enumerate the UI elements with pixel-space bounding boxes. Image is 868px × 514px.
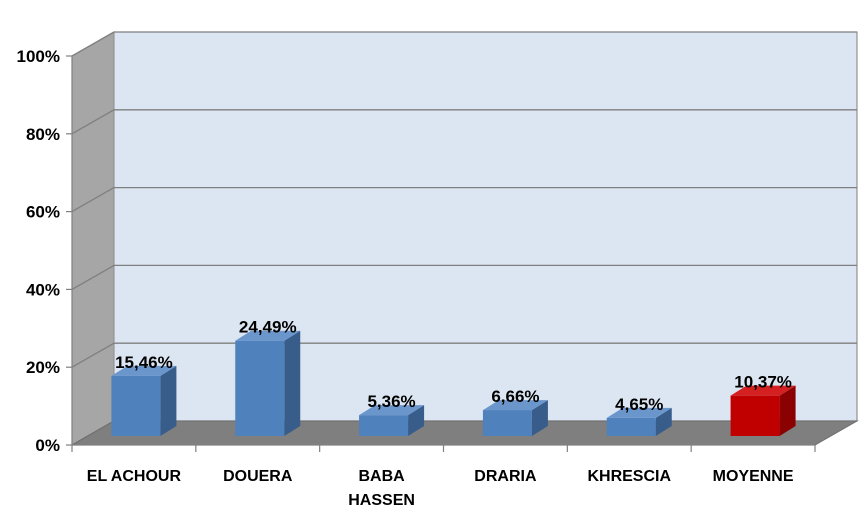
bar-side [160, 365, 177, 436]
bar [111, 365, 177, 436]
data-label: 4,65% [615, 395, 663, 414]
bar-front [482, 410, 532, 436]
bar-top [730, 385, 796, 396]
bar [730, 385, 796, 436]
side-wall [71, 31, 115, 446]
x-tick-label: MOYENNE [713, 468, 794, 485]
bar-top [359, 405, 425, 416]
bar-front [111, 375, 161, 436]
bar-front [235, 340, 285, 436]
bar-front [730, 395, 780, 436]
data-label: 24,49% [239, 318, 297, 337]
bar-side [408, 405, 425, 436]
x-tick-label: KHRESCIA [587, 468, 671, 485]
bar-top [235, 330, 301, 341]
y-tick-label: 100% [17, 47, 60, 66]
gridline-side [71, 109, 115, 135]
gridline-side [71, 264, 115, 290]
data-label: 10,37% [734, 373, 792, 392]
data-label: 5,36% [367, 392, 415, 411]
bar-side [655, 407, 672, 436]
bar [359, 405, 425, 436]
bars [111, 330, 796, 436]
bar-front [359, 415, 409, 436]
bar [235, 330, 301, 436]
bar-top [482, 400, 548, 411]
data-label: 15,46% [115, 353, 173, 372]
x-tick-label: EL ACHOUR [87, 468, 182, 485]
y-tick-label: 60% [26, 203, 60, 222]
x-tick-label: DRARIA [474, 468, 537, 485]
y-tick-label: 0% [35, 436, 60, 455]
bar-top [606, 407, 672, 418]
gridline-side [71, 31, 115, 57]
gridline-side [71, 187, 115, 213]
y-tick-label: 80% [26, 125, 60, 144]
x-tick-label: DOUERA [223, 468, 293, 485]
y-tick-label: 20% [26, 358, 60, 377]
x-axis: EL ACHOUR DOUERA BABA HASSEN DRARIA KHRESCIA M… [71, 444, 816, 509]
data-label: 6,66% [491, 387, 539, 406]
bar-side [284, 330, 301, 436]
back-wall [113, 31, 858, 422]
gridline-side [71, 342, 115, 368]
y-axis: 0% 20% 40% 60% 80% 100% [17, 47, 73, 455]
bar-side [531, 400, 548, 436]
bar-side [779, 385, 796, 436]
bar-top [111, 365, 177, 376]
bar [606, 407, 672, 436]
bar-front [606, 417, 656, 436]
data-labels: 15,46% 24,49% 5,36% 6,66% 4,65% 10,37% [115, 318, 792, 414]
y-tick-label: 40% [26, 280, 60, 299]
bar [482, 400, 548, 436]
x-tick-label: BABA HASSEN [348, 468, 415, 509]
